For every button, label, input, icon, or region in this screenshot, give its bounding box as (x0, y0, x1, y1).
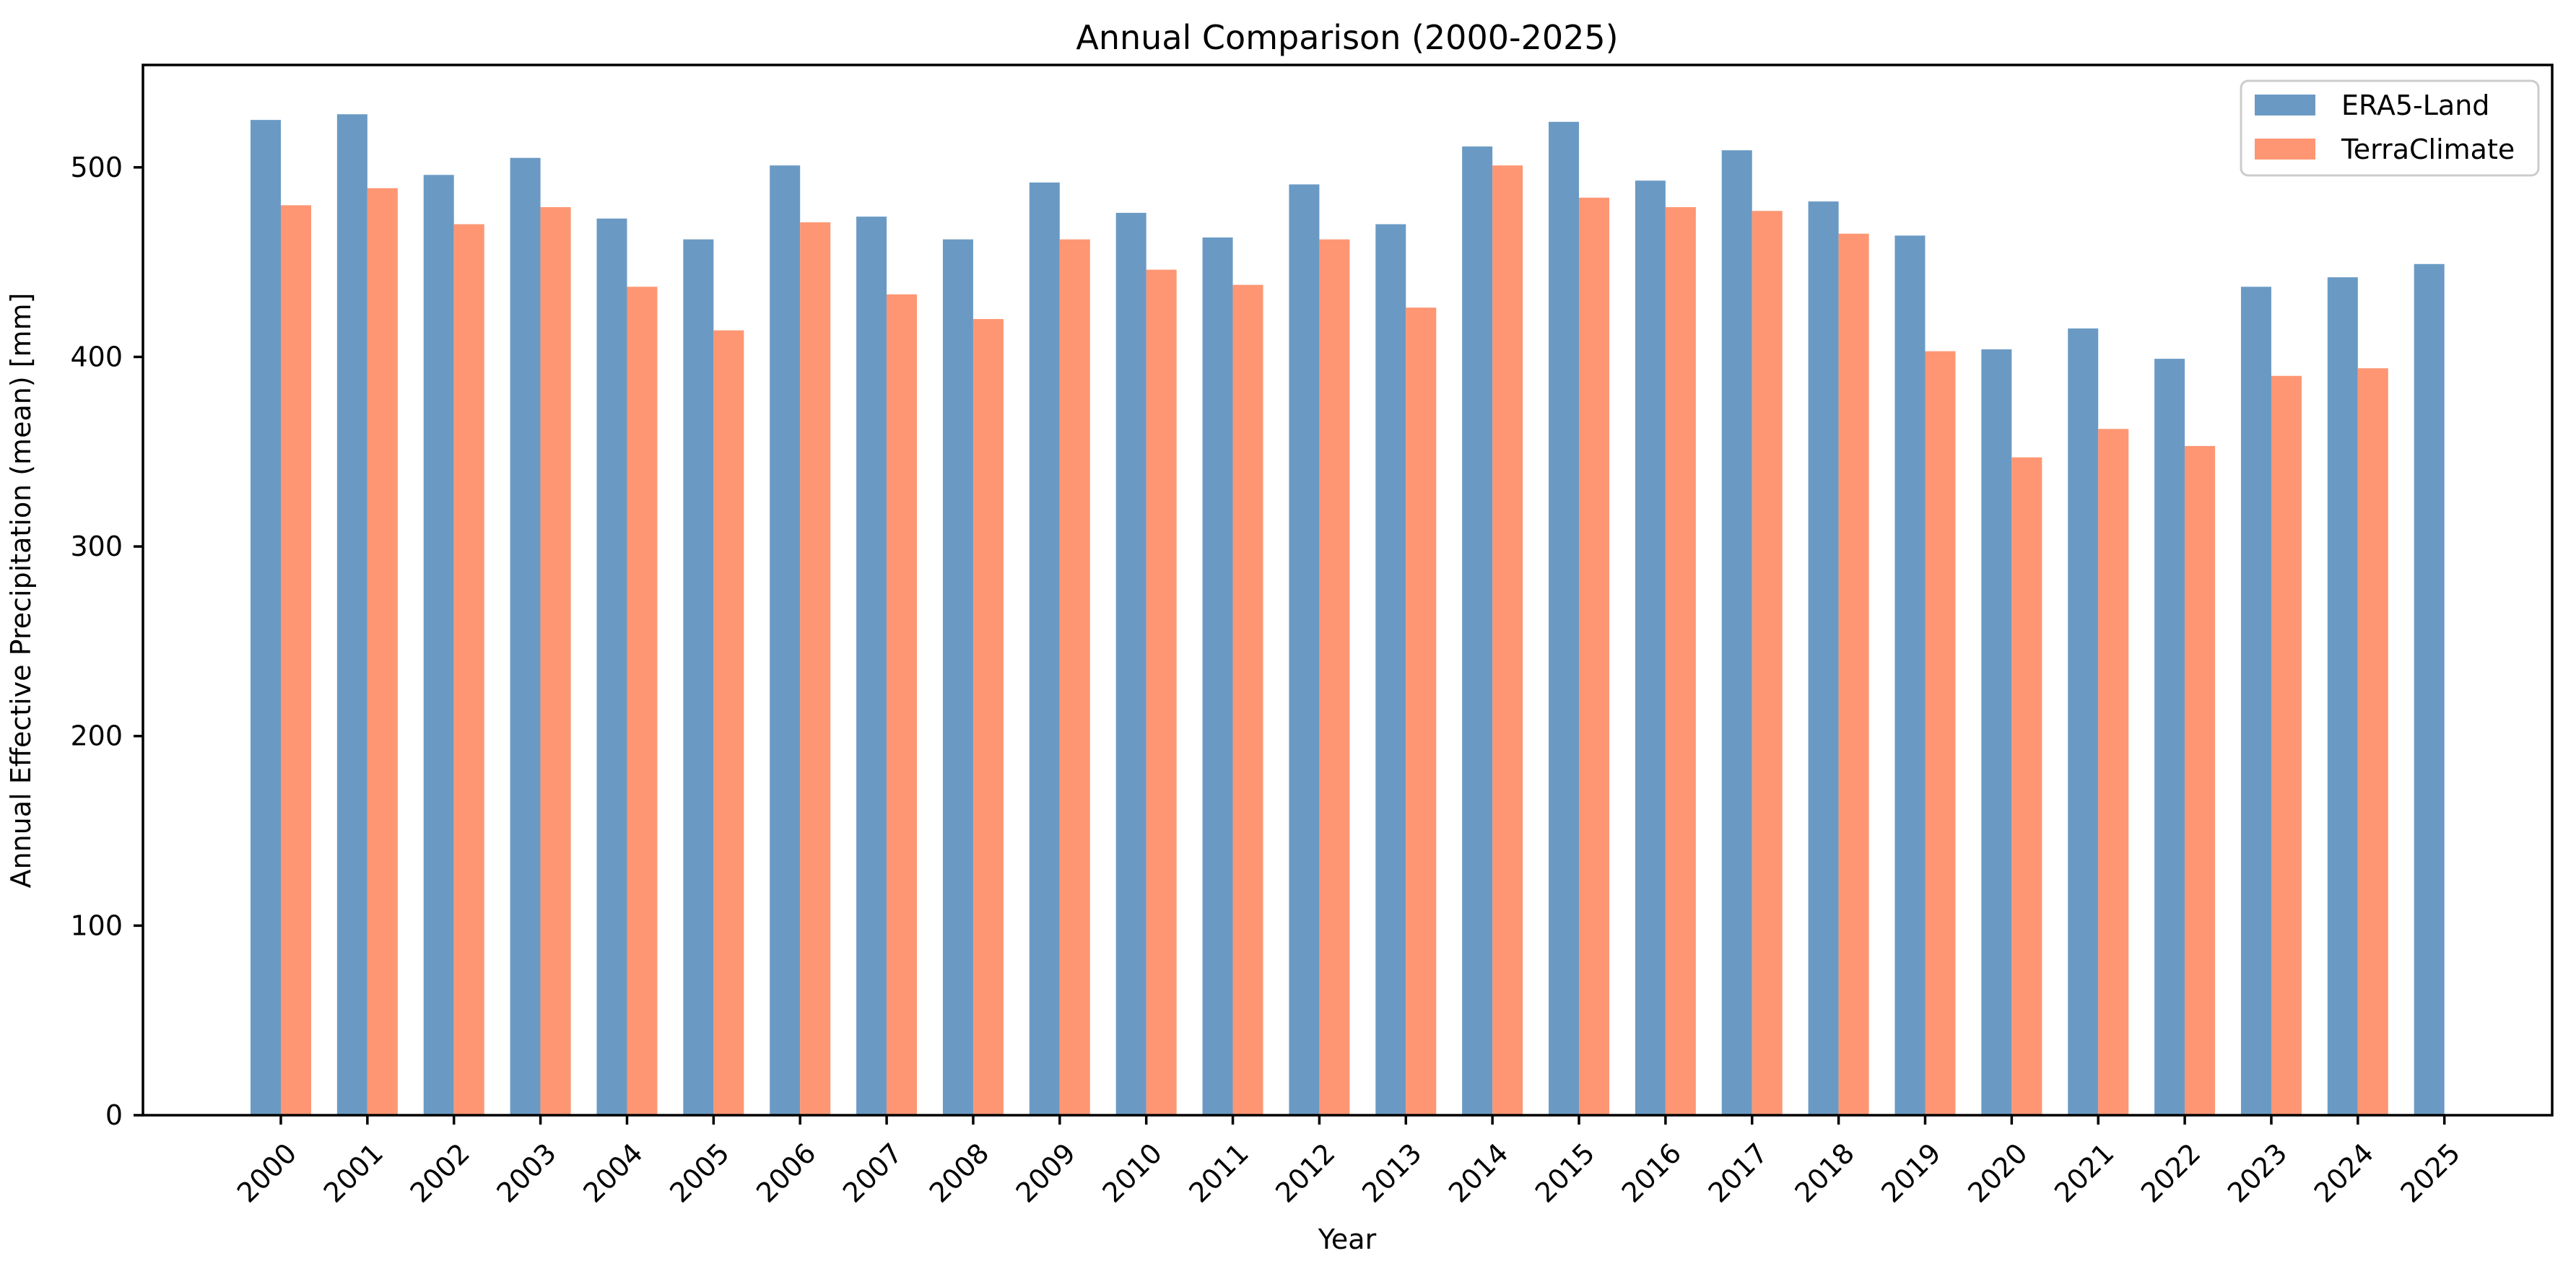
bar-era5-land-2002 (423, 175, 454, 1116)
x-tick-label-2007: 2007 (837, 1137, 909, 1209)
x-tick-label-2017: 2017 (1702, 1137, 1775, 1209)
bar-terraclimate-2011 (1232, 284, 1263, 1116)
bar-terraclimate-2000 (281, 205, 311, 1115)
x-tick-label-2023: 2023 (2222, 1137, 2294, 1209)
bar-era5-land-2008 (942, 239, 973, 1116)
y-tick-label-100: 100 (70, 909, 123, 941)
plot-area: 0 100 200 300 400 500 2000 2001 2002 2003 2004 2005… (70, 64, 2554, 1209)
bar-era5-land-2005 (683, 239, 714, 1116)
bar-era5-land-2006 (770, 165, 801, 1115)
bar-terraclimate-2006 (800, 222, 831, 1116)
x-tick-label-2003: 2003 (490, 1137, 562, 1209)
legend-label-era5-land: ERA5-Land (2341, 90, 2489, 121)
bar-terraclimate-2010 (1146, 269, 1177, 1115)
legend-swatch-terraclimate (2255, 139, 2315, 160)
bar-era5-land-2016 (1635, 180, 1666, 1116)
bar-era5-land-2001 (336, 114, 367, 1116)
bar-era5-land-2012 (1289, 184, 1320, 1115)
x-tick-label-2009: 2009 (1010, 1137, 1082, 1209)
bar-era5-land-2023 (2240, 287, 2271, 1115)
bar-era5-land-2024 (2327, 277, 2358, 1115)
x-tick-label-2016: 2016 (1616, 1137, 1688, 1209)
x-tick-label-2006: 2006 (750, 1137, 822, 1209)
x-tick-label-2008: 2008 (923, 1137, 996, 1209)
x-tick-label-2015: 2015 (1529, 1137, 1601, 1209)
x-tick-label-2014: 2014 (1443, 1137, 1515, 1209)
bar-era5-land-2015 (1549, 121, 1580, 1115)
bar-era5-land-2000 (251, 120, 281, 1115)
bar-era5-land-2020 (1981, 349, 2012, 1115)
bar-era5-land-2011 (1202, 237, 1233, 1116)
y-tick-label-0: 0 (105, 1099, 123, 1131)
x-axis-label: Year (1318, 1223, 1377, 1255)
x-tick-label-2013: 2013 (1356, 1137, 1428, 1209)
bar-era5-land-2017 (1721, 150, 1752, 1115)
x-tick-label-2005: 2005 (663, 1137, 736, 1209)
bar-terraclimate-2018 (1838, 233, 1869, 1115)
x-tick-label-2010: 2010 (1097, 1137, 1169, 1209)
bar-terraclimate-2024 (2357, 368, 2388, 1116)
bar-era5-land-2018 (1808, 201, 1839, 1116)
x-tick-label-2002: 2002 (404, 1137, 477, 1209)
bar-terraclimate-2012 (1319, 239, 1350, 1116)
bar-era5-land-2022 (2154, 359, 2185, 1115)
y-tick-label-300: 300 (70, 531, 123, 562)
bar-terraclimate-2015 (1579, 197, 1610, 1116)
axes-spines (142, 64, 2554, 1117)
legend: ERA5-Land TerraClimate (2240, 79, 2540, 177)
bar-terraclimate-2009 (1059, 239, 1090, 1116)
bar-terraclimate-2014 (1492, 165, 1523, 1115)
bar-era5-land-2004 (596, 218, 627, 1116)
x-tick-label-2025: 2025 (2395, 1137, 2467, 1209)
x-tick-label-2021: 2021 (2048, 1137, 2120, 1209)
bar-terraclimate-2013 (1406, 307, 1437, 1115)
bar-terraclimate-2022 (2185, 445, 2216, 1115)
bar-terraclimate-2008 (972, 318, 1004, 1115)
y-tick-label-200: 200 (70, 720, 123, 752)
bar-era5-land-2010 (1115, 212, 1146, 1115)
bar-terraclimate-2017 (1752, 211, 1783, 1115)
y-tick-label-500: 500 (70, 152, 123, 183)
x-tick-label-2018: 2018 (1788, 1137, 1861, 1209)
bar-terraclimate-2023 (2271, 375, 2302, 1115)
bar-era5-land-2025 (2414, 263, 2445, 1116)
bar-terraclimate-2021 (2098, 429, 2129, 1115)
y-axis-label: Annual Effective Precipitation (mean) [m… (5, 293, 37, 889)
bar-terraclimate-2003 (540, 206, 571, 1115)
x-tick-label-2022: 2022 (2135, 1137, 2207, 1209)
x-tick-label-2020: 2020 (1962, 1137, 2034, 1209)
bar-terraclimate-2004 (627, 287, 658, 1115)
chart-title: Annual Comparison (2000-2025) (1076, 18, 1618, 57)
x-tick-label-2004: 2004 (577, 1137, 649, 1209)
x-tick-label-2024: 2024 (2308, 1137, 2380, 1209)
bar-era5-land-2009 (1029, 182, 1060, 1115)
x-tick-label-2000: 2000 (231, 1137, 303, 1209)
bar-era5-land-2014 (1462, 146, 1493, 1115)
bar-era5-land-2003 (510, 157, 541, 1116)
bar-era5-land-2021 (2068, 328, 2099, 1115)
legend-label-terraclimate: TerraClimate (2341, 134, 2515, 165)
bar-terraclimate-2019 (1925, 351, 1956, 1115)
bar-terraclimate-2007 (887, 294, 918, 1115)
x-tick-label-2001: 2001 (318, 1137, 390, 1209)
bar-era5-land-2019 (1894, 235, 1926, 1115)
bar-terraclimate-2002 (453, 224, 484, 1115)
y-tick-label-400: 400 (70, 341, 123, 372)
legend-swatch-era5-land (2255, 95, 2315, 115)
bar-terraclimate-2005 (713, 330, 744, 1115)
x-tick-label-2019: 2019 (1875, 1137, 1947, 1209)
bar-terraclimate-2016 (1665, 206, 1696, 1115)
bar-terraclimate-2001 (367, 188, 398, 1115)
x-tick-label-2012: 2012 (1269, 1137, 1341, 1209)
bar-era5-land-2007 (856, 217, 887, 1116)
bar-era5-land-2013 (1375, 224, 1406, 1115)
x-tick-label-2011: 2011 (1183, 1137, 1255, 1209)
bar-terraclimate-2020 (2011, 457, 2042, 1115)
